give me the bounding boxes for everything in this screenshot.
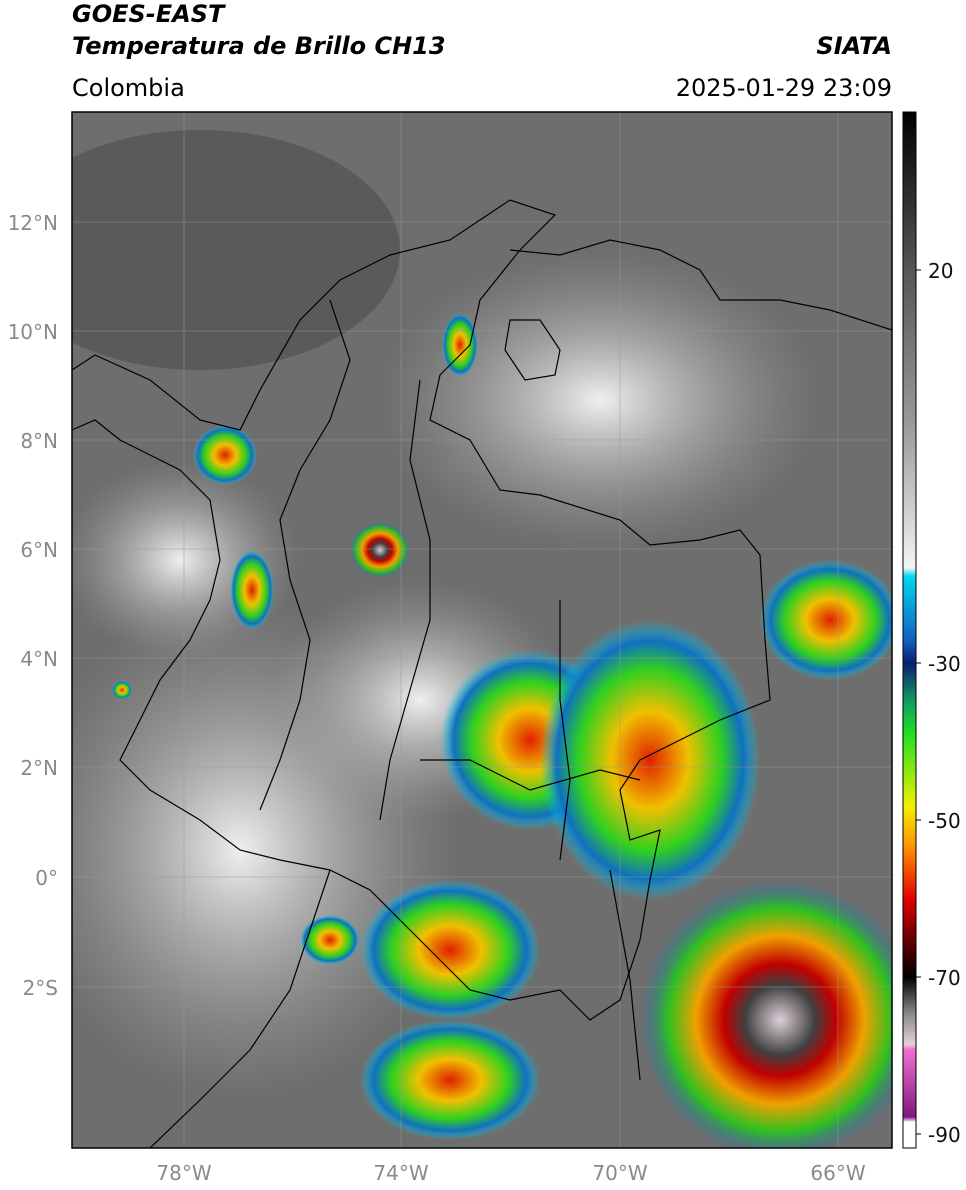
map-frame xyxy=(71,111,893,1149)
lat-tick-label: 0° xyxy=(35,866,58,890)
storm xyxy=(442,313,478,377)
colorbar-tick-label: -30 xyxy=(928,652,961,676)
storm xyxy=(193,425,257,485)
colorbar: 20 -30 -50 -70 -90 xyxy=(902,111,961,1149)
map xyxy=(72,112,892,1148)
colorbar-tick-label: -50 xyxy=(928,809,961,833)
lon-ticks: 78°W 74°W 70°W 66°W xyxy=(156,1161,865,1185)
title: GOES-EAST xyxy=(72,0,226,28)
lon-tick-label: 70°W xyxy=(592,1161,647,1185)
lon-tick-label: 78°W xyxy=(156,1161,211,1185)
storm xyxy=(360,880,540,1020)
country-border xyxy=(72,199,771,1021)
subtitle: Temperatura de Brillo CH13 xyxy=(72,32,446,60)
state-border xyxy=(259,299,641,1081)
lon-tick-label: 66°W xyxy=(810,1161,865,1185)
lat-tick-label: 2°S xyxy=(23,976,58,1000)
region: Colombia xyxy=(72,74,185,102)
storm xyxy=(300,915,360,965)
colorbar-tick-label: -70 xyxy=(928,966,961,990)
coastline xyxy=(149,239,892,1148)
storm xyxy=(230,550,274,630)
lat-ticks: 12°N 10°N 8°N 6°N 4°N 2°N 0° 2°S xyxy=(8,211,58,1000)
datetime: 2025-01-29 23:09 xyxy=(676,74,892,102)
colorbar-scale xyxy=(902,111,917,1149)
lat-tick-label: 10°N xyxy=(8,320,58,344)
lat-tick-label: 2°N xyxy=(20,756,58,780)
grid xyxy=(72,112,892,1148)
storm xyxy=(360,1020,540,1140)
colorbar-tick-label: -90 xyxy=(928,1123,961,1147)
storm xyxy=(540,620,760,900)
lon-tick-label: 74°W xyxy=(373,1161,428,1185)
lat-tick-label: 4°N xyxy=(20,647,58,671)
cloud xyxy=(72,130,400,370)
cloud xyxy=(380,250,820,550)
storm xyxy=(640,880,892,1148)
storm xyxy=(350,522,410,578)
lat-tick-label: 6°N xyxy=(20,538,58,562)
lat-tick-label: 8°N xyxy=(20,429,58,453)
lat-tick-label: 12°N xyxy=(8,211,58,235)
colorbar-tick-label: 20 xyxy=(928,259,953,283)
storm xyxy=(760,560,892,680)
source: SIATA xyxy=(816,32,892,60)
storm xyxy=(112,681,132,699)
